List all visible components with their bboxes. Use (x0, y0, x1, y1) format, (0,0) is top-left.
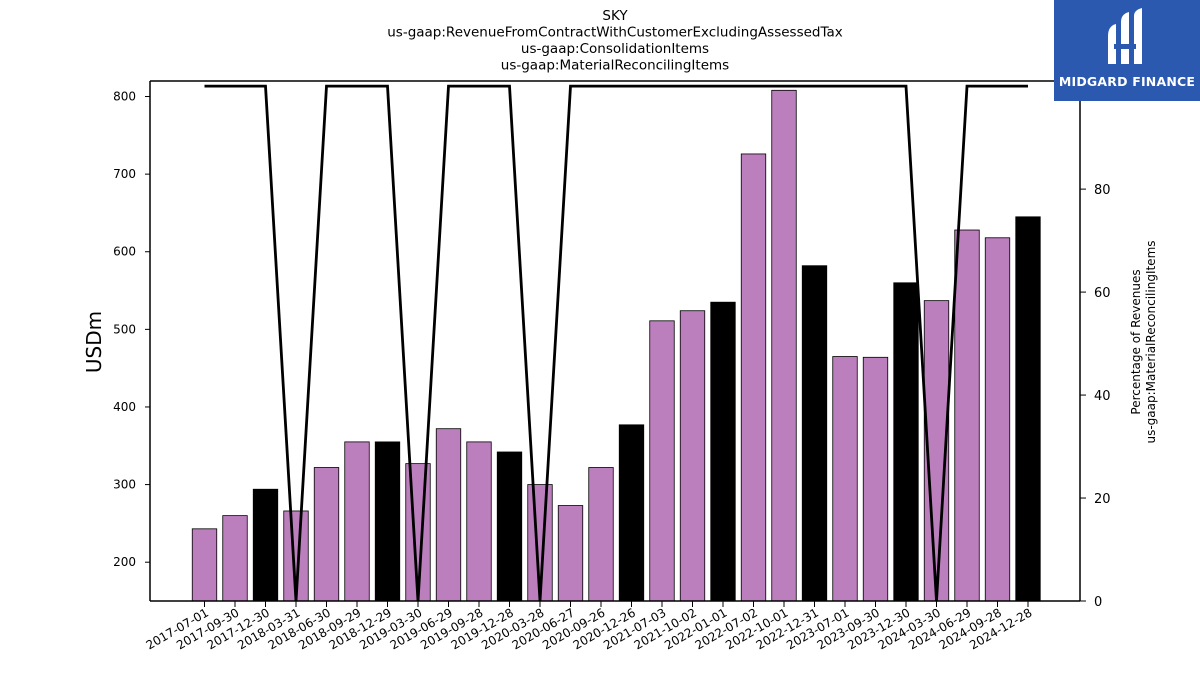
bar (740, 153, 767, 602)
y2-axis-label-line: Percentage of Revenues (1129, 269, 1143, 414)
y2-tick-label: 60 (1094, 286, 1111, 301)
y2-tick-label: 0 (1094, 595, 1102, 610)
bar (557, 505, 584, 602)
y-tick-label: 800 (113, 90, 136, 104)
y2-axis-label: Percentage of Revenues us-gaap:MaterialRe… (1129, 240, 1158, 443)
chart-title-line: us-gaap:RevenueFromContractWithCustomerE… (387, 25, 843, 41)
bar (618, 424, 645, 602)
y-tick-label: 500 (113, 322, 136, 336)
bar (801, 265, 828, 602)
chart-title: SKYus-gaap:RevenueFromContractWithCustom… (387, 8, 843, 74)
line-group (204, 84, 1028, 602)
bar (191, 528, 218, 602)
bar (527, 484, 553, 602)
percentage-line (204, 84, 1028, 602)
bar (771, 89, 797, 602)
y2-tick-label: 80 (1094, 183, 1111, 198)
bars-group (191, 89, 1041, 602)
y2-tick-label: 20 (1094, 492, 1111, 507)
y-tick-label: 300 (113, 478, 136, 492)
bar (313, 467, 340, 602)
bar (710, 301, 736, 602)
bar (832, 356, 858, 602)
bar (954, 229, 980, 602)
bar (588, 467, 614, 602)
chart-title-line: us-gaap:ConsolidationItems (521, 41, 709, 57)
bar (252, 488, 279, 602)
y2-axis-ticks: 020406080100 (1080, 80, 1119, 610)
y-tick-label: 400 (113, 400, 136, 414)
bar (1015, 216, 1041, 602)
logo: MIDGARD FINANCE (1054, 0, 1200, 101)
y2-tick-label: 40 (1094, 389, 1111, 404)
logo-mark-icon (1108, 8, 1142, 64)
bar (496, 451, 523, 602)
chart-title-line: SKY (602, 8, 628, 24)
bar (893, 282, 919, 602)
y-tick-label: 600 (113, 245, 136, 259)
y-tick-label: 200 (113, 555, 136, 569)
axes-group (149, 80, 1081, 602)
bar (984, 237, 1011, 602)
logo-text: MIDGARD FINANCE (1058, 74, 1196, 89)
x-axis-ticks: 2017-07-012017-09-302017-12-302018-03-31… (144, 601, 1035, 652)
bar (435, 428, 462, 602)
y-axis-ticks: 200 300 400 500 600 700 800 (113, 90, 150, 569)
bar (679, 310, 706, 602)
y-axis-label: USDm (82, 311, 106, 373)
chart-title-line: us-gaap:MaterialReconcilingItems (501, 58, 729, 74)
bar (222, 515, 248, 602)
bar (374, 441, 401, 602)
bar (466, 441, 492, 602)
bar (649, 320, 675, 602)
y-tick-label: 700 (113, 167, 136, 181)
y2-axis-label-line: us-gaap:MaterialReconcilingItems (1144, 240, 1158, 443)
bar (862, 356, 889, 602)
bar (344, 441, 370, 602)
